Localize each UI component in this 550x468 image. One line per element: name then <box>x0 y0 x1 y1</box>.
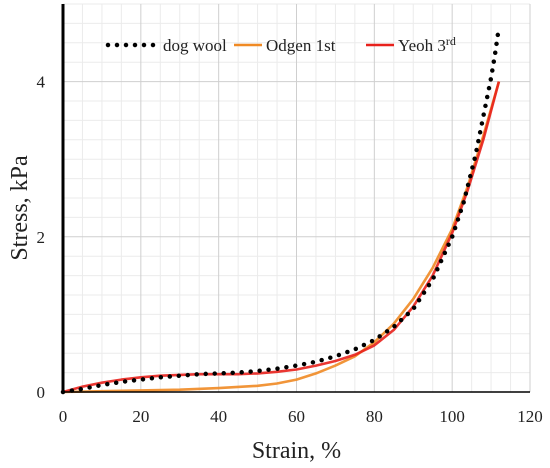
series-line-odgen-1st <box>62 81 501 394</box>
series-layer <box>60 25 502 395</box>
x-axis-title: Strain, % <box>252 438 341 464</box>
x-tick-label: 60 <box>288 407 305 426</box>
y-tick-label: 0 <box>37 383 46 402</box>
axes <box>61 4 530 393</box>
x-tick-label: 40 <box>210 407 227 426</box>
legend-label-yeoh-sup: rd <box>446 34 456 48</box>
y-tick-label: 2 <box>37 228 46 247</box>
x-tick-label: 120 <box>517 407 543 426</box>
y-axis-title: Stress, kPa <box>7 155 33 261</box>
legend-label-yeoh-3rd: Yeoh 3rd <box>398 34 456 55</box>
legend-label-odgen-1st: Odgen 1st <box>266 36 336 55</box>
x-tick-label: 100 <box>439 407 465 426</box>
y-tick-label: 4 <box>37 73 46 92</box>
x-tick-label: 80 <box>366 407 383 426</box>
y-tick-labels: 0 2 4 <box>37 73 46 402</box>
legend: dog wool Odgen 1st Yeoh 3rd <box>105 34 456 55</box>
legend-label-yeoh-main: Yeoh 3 <box>398 36 446 55</box>
x-tick-label: 0 <box>59 407 68 426</box>
x-tick-labels: 0 20 40 60 80 100 120 <box>59 407 543 426</box>
x-tick-label: 20 <box>132 407 149 426</box>
legend-label-dog-wool: dog wool <box>163 36 227 55</box>
